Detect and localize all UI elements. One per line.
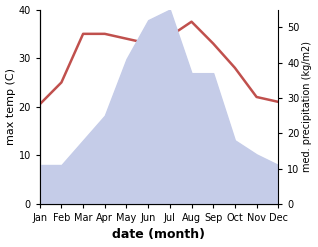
Y-axis label: max temp (C): max temp (C) xyxy=(5,68,16,145)
X-axis label: date (month): date (month) xyxy=(113,228,205,242)
Y-axis label: med. precipitation (kg/m2): med. precipitation (kg/m2) xyxy=(302,41,313,172)
